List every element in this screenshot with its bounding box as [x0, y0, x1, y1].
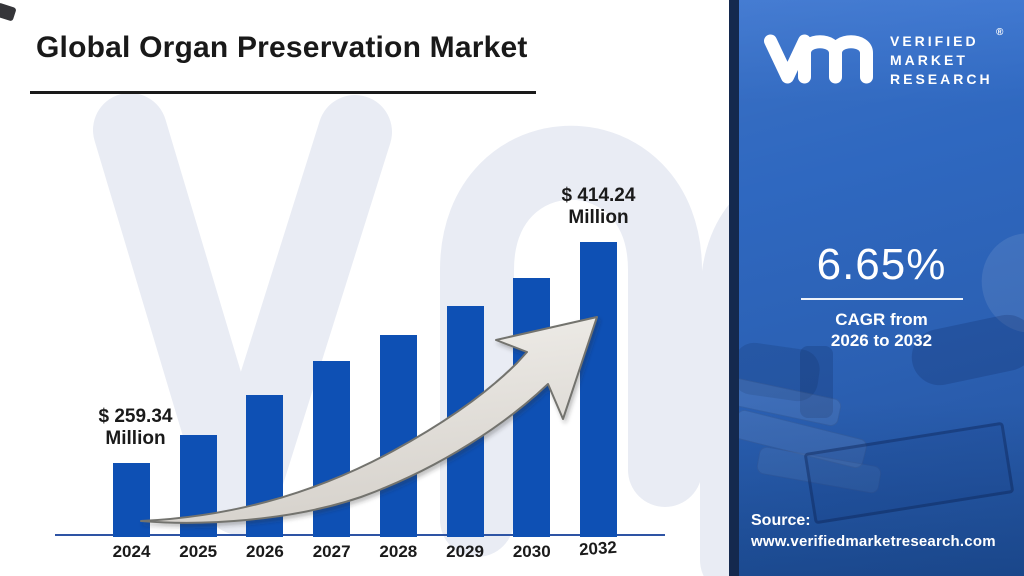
- cagr-caption: CAGR from 2026 to 2032: [739, 309, 1024, 351]
- source-url: www.verifiedmarketresearch.com: [751, 533, 996, 550]
- page-title: Global Organ Preservation Market: [36, 31, 528, 64]
- year-label-2029: 2029: [446, 542, 484, 561]
- source-block: Source: www.verifiedmarketresearch.com: [751, 510, 996, 552]
- background-photo: [739, 0, 1024, 576]
- bar-2032: [579, 242, 617, 537]
- year-label-2026: 2026: [245, 542, 284, 561]
- vm-watermark-icon: [93, 93, 737, 576]
- year-label-2028: 2028: [379, 542, 418, 561]
- bar-2024: [113, 463, 150, 537]
- value-label-2032: $ 414.24 Million: [561, 185, 636, 228]
- brand-name-line3: RESEARCH: [890, 71, 993, 87]
- cagr-caption-line1: CAGR from: [835, 310, 928, 329]
- growth-arrow-icon: [140, 316, 598, 524]
- value-label-2024: $ 259.34 Million: [98, 406, 173, 449]
- year-label-2030: 2030: [512, 542, 551, 561]
- panel-edge: [729, 0, 739, 576]
- brand-name-line2: MARKET: [890, 52, 968, 68]
- vmr-monogram-icon: [764, 34, 873, 84]
- bottle-shape: [800, 346, 833, 418]
- cagr-value: 6.65%: [816, 240, 947, 289]
- bar-2028: [379, 335, 417, 537]
- brand-name-line1: VERIFIED: [890, 33, 979, 49]
- year-label-2027: 2027: [312, 542, 351, 561]
- title-underline: [30, 91, 536, 94]
- chart-panel: Global Organ Preservation Market 2024 202…: [0, 2, 737, 576]
- cagr-caption-line2: 2026 to 2032: [830, 331, 933, 350]
- brand-panel: VERIFIED MARKET RESEARCH ® 6.65% CAGR fr…: [739, 0, 1024, 576]
- year-label-2024: 2024: [112, 542, 151, 561]
- year-label-2025: 2025: [179, 542, 218, 561]
- cagr-divider: [801, 298, 963, 300]
- source-label: Source:: [751, 512, 811, 529]
- photo-shade-overlay: [739, 0, 1024, 576]
- registered-mark: ®: [996, 27, 1004, 38]
- brand-name: VERIFIED MARKET RESEARCH: [890, 32, 993, 89]
- x-axis-line: [55, 534, 665, 536]
